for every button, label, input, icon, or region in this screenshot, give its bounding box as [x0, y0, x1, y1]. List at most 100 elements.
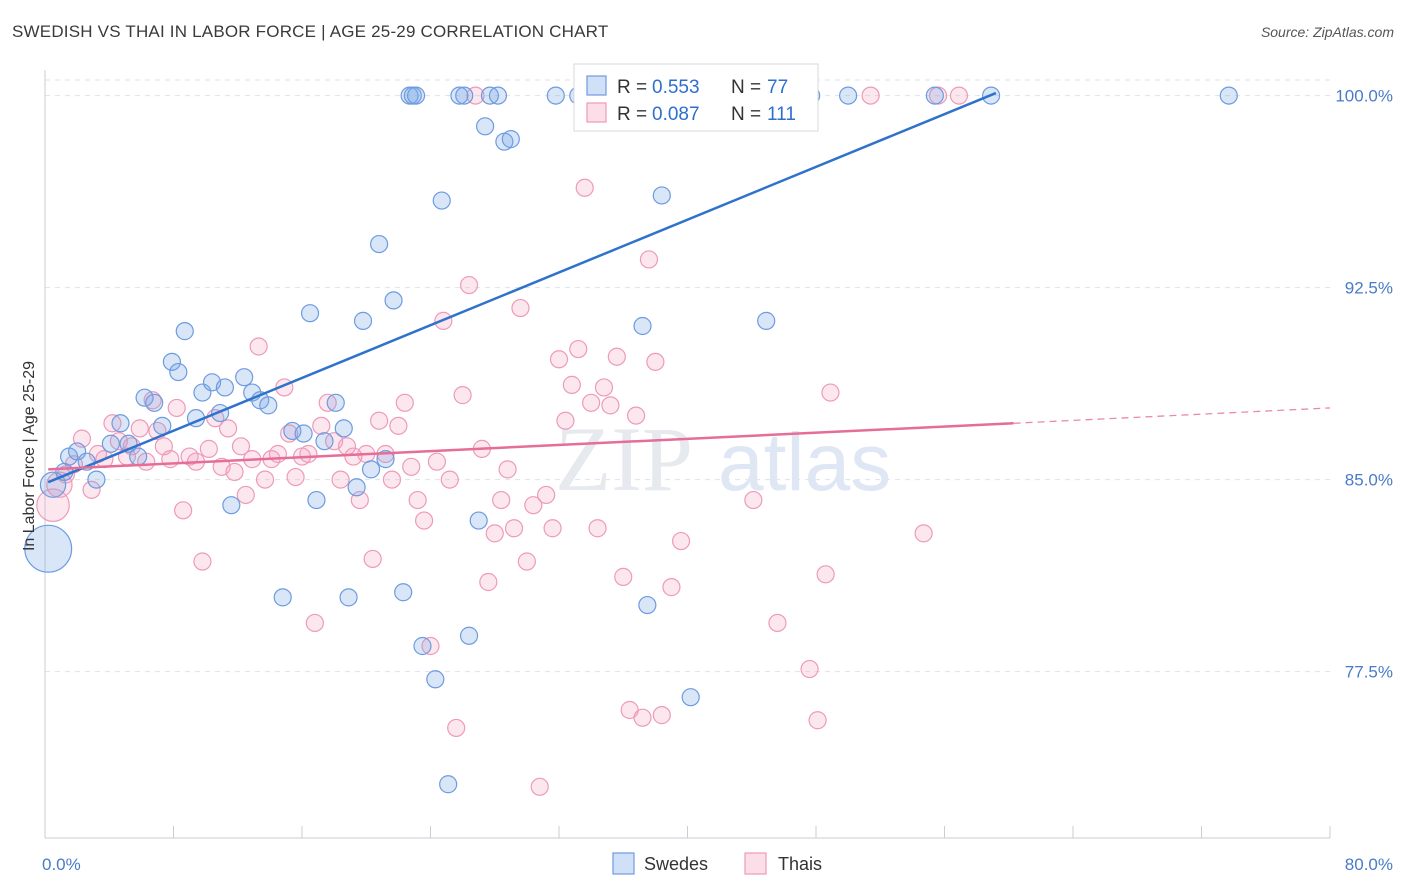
swedes-point-30	[300, 304, 320, 323]
swedes-point-42	[394, 583, 413, 602]
thais-trend-line	[48, 422, 1014, 471]
thais-point-59	[427, 452, 447, 471]
swedes-point-23	[235, 368, 254, 387]
swedes-point-54	[476, 117, 495, 136]
thais-point-107	[949, 86, 969, 105]
thais-n-value: 111	[767, 104, 796, 125]
swedes-point-6	[87, 470, 106, 489]
swedes-r-value: 0.553	[652, 77, 700, 98]
thais-point-61	[440, 470, 459, 489]
swedes-legend-swatch	[586, 75, 607, 96]
swedes-point-48	[432, 191, 451, 210]
thais-r-label: R =	[617, 104, 647, 125]
thais-point-26	[219, 419, 238, 438]
swedes-point-49	[439, 775, 458, 794]
thais-point-93	[646, 352, 665, 371]
swedes-point-70	[757, 311, 776, 330]
thais-point-73	[517, 552, 536, 571]
thais-point-100	[800, 659, 819, 679]
swedes-point-34	[334, 419, 353, 438]
swedes-point-37	[353, 311, 373, 330]
swedes-point-33	[326, 393, 345, 412]
thais-point-50	[370, 411, 389, 430]
thais-point-63	[453, 386, 472, 405]
thais-point-99	[768, 613, 787, 633]
swedes-point-41	[384, 291, 403, 310]
thais-point-102	[816, 565, 835, 584]
swedes-point-21	[215, 378, 234, 397]
swedes-point-16	[175, 322, 194, 341]
swedes-point-51	[455, 86, 474, 105]
thais-point-96	[671, 531, 691, 551]
swedes-point-47	[426, 670, 445, 689]
thais-point-62	[447, 718, 466, 738]
thais-legend-swatch	[586, 102, 607, 123]
thais-point-5	[82, 480, 101, 499]
thais-point-17	[161, 450, 180, 469]
swedes-point-63	[633, 316, 652, 336]
swedes-point-45	[406, 86, 426, 105]
thais-point-29	[236, 485, 255, 505]
thais-point-55	[402, 457, 421, 476]
thais-point-94	[652, 706, 671, 725]
thais-point-78	[549, 350, 569, 369]
swedes-point-65	[652, 186, 671, 205]
y-tick-label-1: 92.5%	[1345, 279, 1393, 298]
thais-point-70	[498, 460, 517, 479]
tick-labels: 100.0% 92.5% 85.0% 77.5% 0.0% 80.0%	[42, 87, 1393, 874]
legend-label-thais: Thais	[778, 854, 822, 874]
thais-point-74	[524, 496, 543, 515]
legend-label-swedes: Swedes	[644, 854, 708, 874]
thais-point-86	[601, 396, 620, 415]
thais-point-41	[312, 416, 331, 435]
thais-point-54	[395, 393, 414, 412]
trend-lines	[47, 91, 1331, 484]
swedes-point-0	[24, 524, 73, 573]
swedes-point-73	[925, 86, 944, 105]
thais-point-36	[280, 424, 299, 443]
thais-point-64	[459, 275, 479, 295]
thais-point-31	[249, 337, 268, 356]
watermark: ZIP atlas	[555, 408, 891, 510]
thais-point-91	[633, 708, 652, 727]
thais-point-23	[199, 439, 218, 458]
thais-point-82	[575, 178, 594, 197]
thais-point-92	[639, 250, 659, 269]
thais-point-95	[662, 578, 681, 597]
x-tick-label-1: 80.0%	[1345, 855, 1393, 874]
swedes-point-38	[361, 460, 381, 479]
swedes-point-58	[501, 130, 520, 149]
thais-n-label: N =	[731, 104, 761, 125]
swedes-n-label: N =	[731, 77, 761, 98]
swedes-point-46	[413, 636, 432, 656]
thais-point-32	[255, 470, 275, 489]
y-tick-label-0: 100.0%	[1335, 87, 1393, 106]
thais-point-68	[485, 524, 504, 543]
thais-point-12	[130, 419, 149, 438]
swedes-point-36	[347, 478, 366, 497]
thais-point-40	[305, 613, 324, 633]
swedes-point-12	[145, 393, 164, 412]
thais-point-44	[331, 470, 350, 489]
swedes-point-10	[129, 447, 148, 466]
thais-point-98	[744, 490, 763, 510]
swedes-point-50	[450, 86, 469, 105]
thais-point-75	[530, 777, 549, 796]
y-tick-label-3: 77.5%	[1345, 663, 1393, 682]
thais-point-85	[594, 378, 614, 397]
series-legend: Swedes Thais	[612, 852, 822, 875]
source-label: Source: ZipAtlas.com	[1260, 24, 1394, 40]
thais-point-22	[193, 552, 212, 571]
swedes-points	[24, 86, 1238, 794]
thais-point-83	[582, 393, 601, 412]
thais-point-84	[588, 519, 607, 538]
thais-point-34	[268, 444, 288, 464]
thais-point-81	[569, 339, 588, 359]
thais-point-80	[562, 375, 581, 394]
thais-point-79	[556, 411, 575, 430]
swedes-point-31	[307, 490, 326, 510]
thais-point-71	[504, 519, 524, 538]
swedes-point-53	[469, 511, 488, 530]
thais-point-90	[626, 406, 646, 425]
